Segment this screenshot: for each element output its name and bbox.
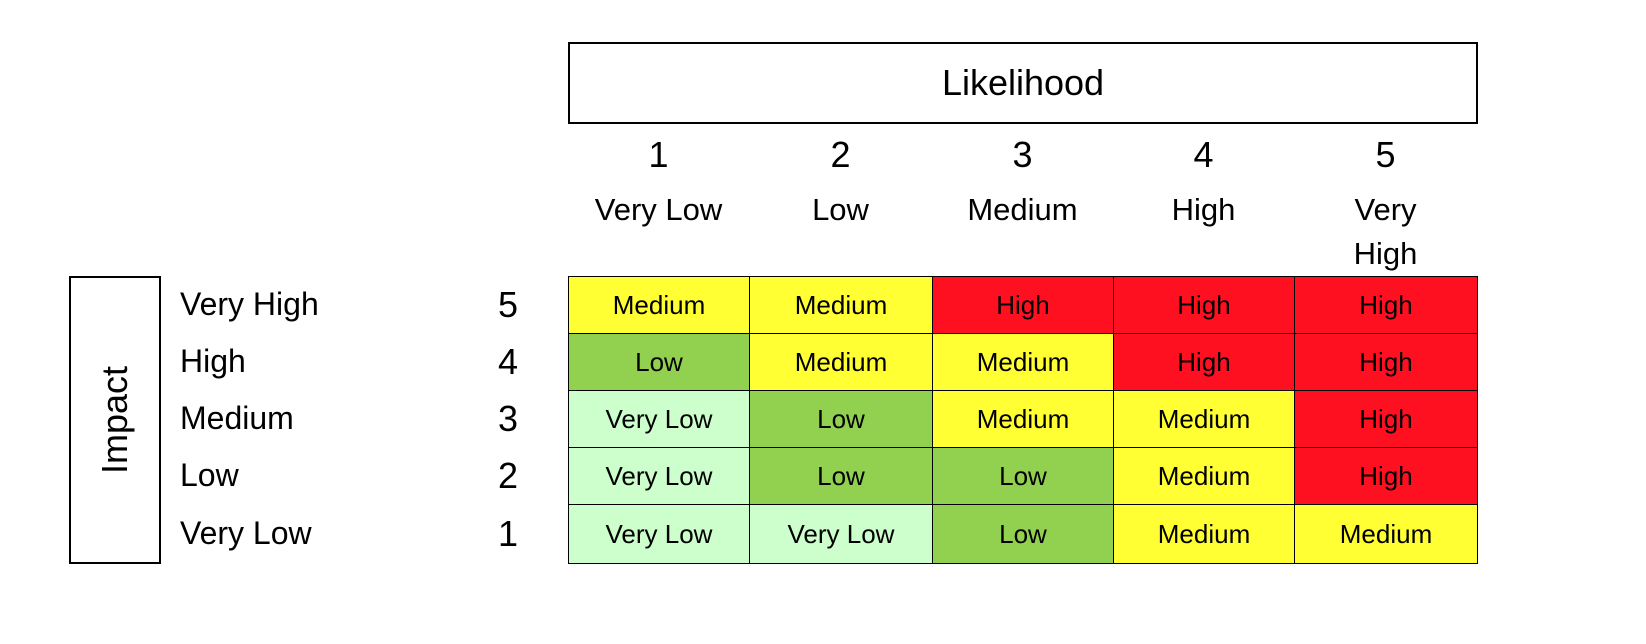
risk-cell: Very Low xyxy=(568,504,750,564)
risk-cell: Very Low xyxy=(568,447,750,505)
row-label: Medium xyxy=(180,400,294,436)
column-label: Very Low xyxy=(594,192,723,227)
risk-cell: Very Low xyxy=(749,504,933,564)
risk-cell: Medium xyxy=(932,390,1114,448)
risk-cell: Low xyxy=(932,504,1114,564)
risk-cell: High xyxy=(1113,333,1295,391)
risk-cell: Medium xyxy=(568,276,750,334)
impact-title: Impact xyxy=(94,365,136,475)
risk-cell: Medium xyxy=(749,333,933,391)
column-label: Low xyxy=(812,192,869,227)
row-label: Very High xyxy=(180,286,319,322)
row-number: 4 xyxy=(497,340,519,382)
row-label: Very Low xyxy=(180,515,312,551)
column-label: Medium xyxy=(967,192,1078,227)
column-number: 2 xyxy=(830,134,851,175)
risk-cell: Low xyxy=(568,333,750,391)
risk-cell: High xyxy=(932,276,1114,334)
risk-cell: Low xyxy=(932,447,1114,505)
column-label: Very High xyxy=(1353,192,1418,271)
risk-cell: Medium xyxy=(749,276,933,334)
row-number: 3 xyxy=(497,397,519,439)
risk-cell: High xyxy=(1294,333,1478,391)
risk-cell: Low xyxy=(749,390,933,448)
risk-cell: Very Low xyxy=(568,390,750,448)
risk-cell: High xyxy=(1294,276,1478,334)
row-number: 1 xyxy=(497,512,519,554)
column-number: 3 xyxy=(1012,134,1033,175)
impact-box: Impact xyxy=(69,276,161,564)
row-number: 5 xyxy=(497,283,519,325)
likelihood-title: Likelihood xyxy=(568,42,1478,124)
risk-cell: High xyxy=(1294,390,1478,448)
column-number: 4 xyxy=(1193,134,1214,175)
column-number: 1 xyxy=(648,134,669,175)
row-label: High xyxy=(180,343,246,379)
risk-cell: Medium xyxy=(1113,504,1295,564)
risk-cell: Medium xyxy=(1113,390,1295,448)
risk-cell: Low xyxy=(749,447,933,505)
column-number: 5 xyxy=(1375,134,1396,175)
risk-cell: Medium xyxy=(932,333,1114,391)
column-label: High xyxy=(1171,192,1236,227)
row-number: 2 xyxy=(497,454,519,496)
row-label: Low xyxy=(180,457,239,493)
risk-cell: Medium xyxy=(1113,447,1295,505)
risk-cell: High xyxy=(1294,447,1478,505)
risk-cell: High xyxy=(1113,276,1295,334)
risk-cell: Medium xyxy=(1294,504,1478,564)
